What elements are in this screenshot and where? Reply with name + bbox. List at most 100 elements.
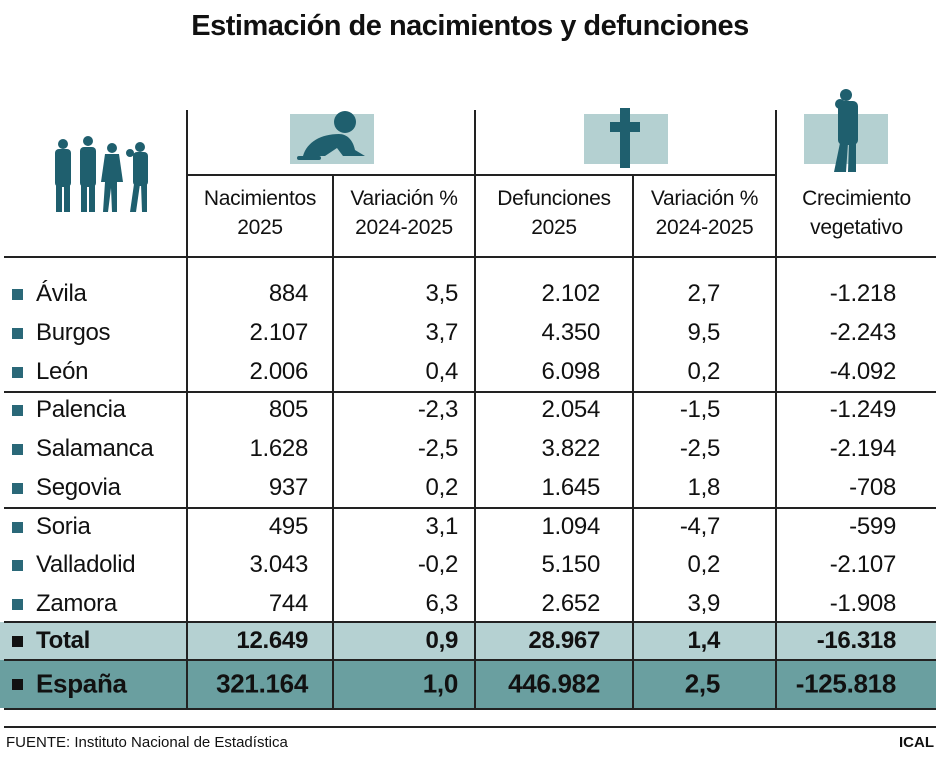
- bullet-square: [12, 560, 23, 572]
- family-icon: [55, 136, 148, 212]
- cell-value: 937: [268, 473, 308, 501]
- cell-value: 1.645: [541, 473, 600, 501]
- table-row: Salamanca 1.628 -2,5 3.822 -2,5 -2.194: [0, 430, 936, 469]
- cell-value: 805: [268, 396, 308, 424]
- cell-value: 6.098: [541, 357, 600, 385]
- cell-value: -1.249: [829, 396, 897, 424]
- cell-value: -2,5: [679, 435, 720, 463]
- province-name: España: [36, 668, 127, 699]
- cell-value: 884: [268, 280, 308, 308]
- cell-value: 1,4: [687, 627, 721, 654]
- bullet-square: [12, 598, 23, 610]
- cell-value: -0,2: [417, 551, 458, 579]
- province-name: Ávila: [36, 280, 87, 308]
- cell-value: -2,3: [417, 396, 458, 424]
- cell-value: -4,7: [679, 512, 720, 540]
- province-name: Total: [36, 627, 91, 654]
- table-row: Burgos 2.107 3,7 4.350 9,5 -2.243: [0, 314, 936, 353]
- cell-value: 446.982: [508, 668, 600, 699]
- header-deaths: Defunciones 2025: [497, 187, 611, 239]
- bullet-square: [12, 289, 23, 301]
- divider: [775, 110, 777, 708]
- cell-value: 2.006: [249, 357, 308, 385]
- cell-value: -1.218: [829, 280, 897, 308]
- table-row: Zamora 744 6,3 2.652 3,9 -1.908: [0, 585, 936, 624]
- table-row: España 321.164 1,0 446.982 2,5 -125.818: [0, 660, 936, 708]
- table-row: Total 12.649 0,9 28.967 1,4 -16.318: [0, 622, 936, 660]
- divider: [632, 175, 634, 708]
- cell-value: 2.054: [541, 396, 600, 424]
- divider: [186, 110, 188, 708]
- bullet-square: [12, 328, 23, 340]
- cell-value: 1,8: [687, 473, 721, 501]
- cell-value: 0,9: [425, 627, 459, 654]
- cell-value: 321.164: [216, 668, 308, 699]
- header-deaths-variation: Variación % 2024-2025: [650, 187, 759, 239]
- divider: [474, 110, 476, 708]
- cell-value: -2.194: [829, 435, 897, 463]
- province-name: Zamora: [36, 589, 117, 617]
- table-row: Segovia 937 0,2 1.645 1,8 -708: [0, 469, 936, 508]
- divider: [4, 621, 936, 623]
- cell-value: 3.043: [249, 551, 308, 579]
- table-row: Palencia 805 -2,3 2.054 -1,5 -1.249: [0, 391, 936, 430]
- cell-value: 0,2: [687, 357, 721, 385]
- divider: [186, 174, 776, 176]
- cell-value: 0,2: [425, 473, 459, 501]
- cell-value: -599: [849, 512, 896, 540]
- cross-icon: [610, 108, 640, 168]
- cell-value: 6,3: [425, 589, 459, 617]
- group-divider: [4, 507, 936, 509]
- province-name: Palencia: [36, 396, 126, 424]
- province-name: Segovia: [36, 473, 121, 501]
- bullet-square: [12, 482, 23, 494]
- cell-value: -2.243: [829, 319, 897, 347]
- cell-value: 28.967: [528, 627, 600, 654]
- table-row: Ávila 884 3,5 2.102 2,7 -1.218: [0, 275, 936, 314]
- cell-value: 744: [268, 589, 308, 617]
- cell-value: 3,1: [425, 512, 459, 540]
- cell-value: 3,7: [425, 319, 459, 347]
- province-name: León: [36, 357, 89, 385]
- cell-value: -125.818: [795, 668, 897, 699]
- header-births-variation: Variación % 2024-2025: [350, 187, 458, 239]
- bullet-square: [12, 444, 23, 456]
- divider: [4, 708, 936, 710]
- cell-value: 2.652: [541, 589, 600, 617]
- cell-value: 12.649: [236, 627, 308, 654]
- cell-value: 2.102: [541, 280, 600, 308]
- divider: [332, 175, 334, 708]
- cell-value: 3,5: [425, 280, 459, 308]
- cell-value: 2.107: [249, 319, 308, 347]
- table-row: León 2.006 0,4 6.098 0,2 -4.092: [0, 352, 936, 391]
- divider: [4, 726, 936, 728]
- cell-value: -1.908: [829, 589, 897, 617]
- cell-value: 5.150: [541, 551, 600, 579]
- cell-value: -2,5: [417, 435, 458, 463]
- bullet-square: [12, 679, 23, 690]
- page-title: Estimación de nacimientos y defunciones: [191, 10, 749, 42]
- cell-value: -4.092: [829, 357, 897, 385]
- cell-value: 0,2: [687, 551, 721, 579]
- header-natural-growth: Crecimiento vegetativo: [802, 187, 911, 239]
- bullet-square: [12, 521, 23, 533]
- cell-value: 3.822: [541, 435, 600, 463]
- table-row: Valladolid 3.043 -0,2 5.150 0,2 -2.107: [0, 546, 936, 585]
- province-name: Soria: [36, 512, 91, 540]
- header-births: Nacimientos 2025: [203, 187, 317, 239]
- cell-value: 1,0: [422, 668, 459, 699]
- source-note: FUENTE: Instituto Nacional de Estadístic…: [6, 734, 288, 751]
- bullet-square: [12, 366, 23, 378]
- cell-value: -1,5: [679, 396, 720, 424]
- baby-icon: [297, 111, 365, 160]
- cell-value: -16.318: [816, 627, 897, 654]
- credit: ICAL: [899, 734, 934, 751]
- province-name: Burgos: [36, 319, 111, 347]
- cell-value: 9,5: [687, 319, 721, 347]
- cell-value: 0,4: [425, 357, 459, 385]
- cell-value: -2.107: [829, 551, 897, 579]
- parent-child-icon: [834, 89, 858, 172]
- cell-value: 1.628: [249, 435, 308, 463]
- bullet-square: [12, 636, 23, 647]
- cell-value: 3,9: [687, 589, 721, 617]
